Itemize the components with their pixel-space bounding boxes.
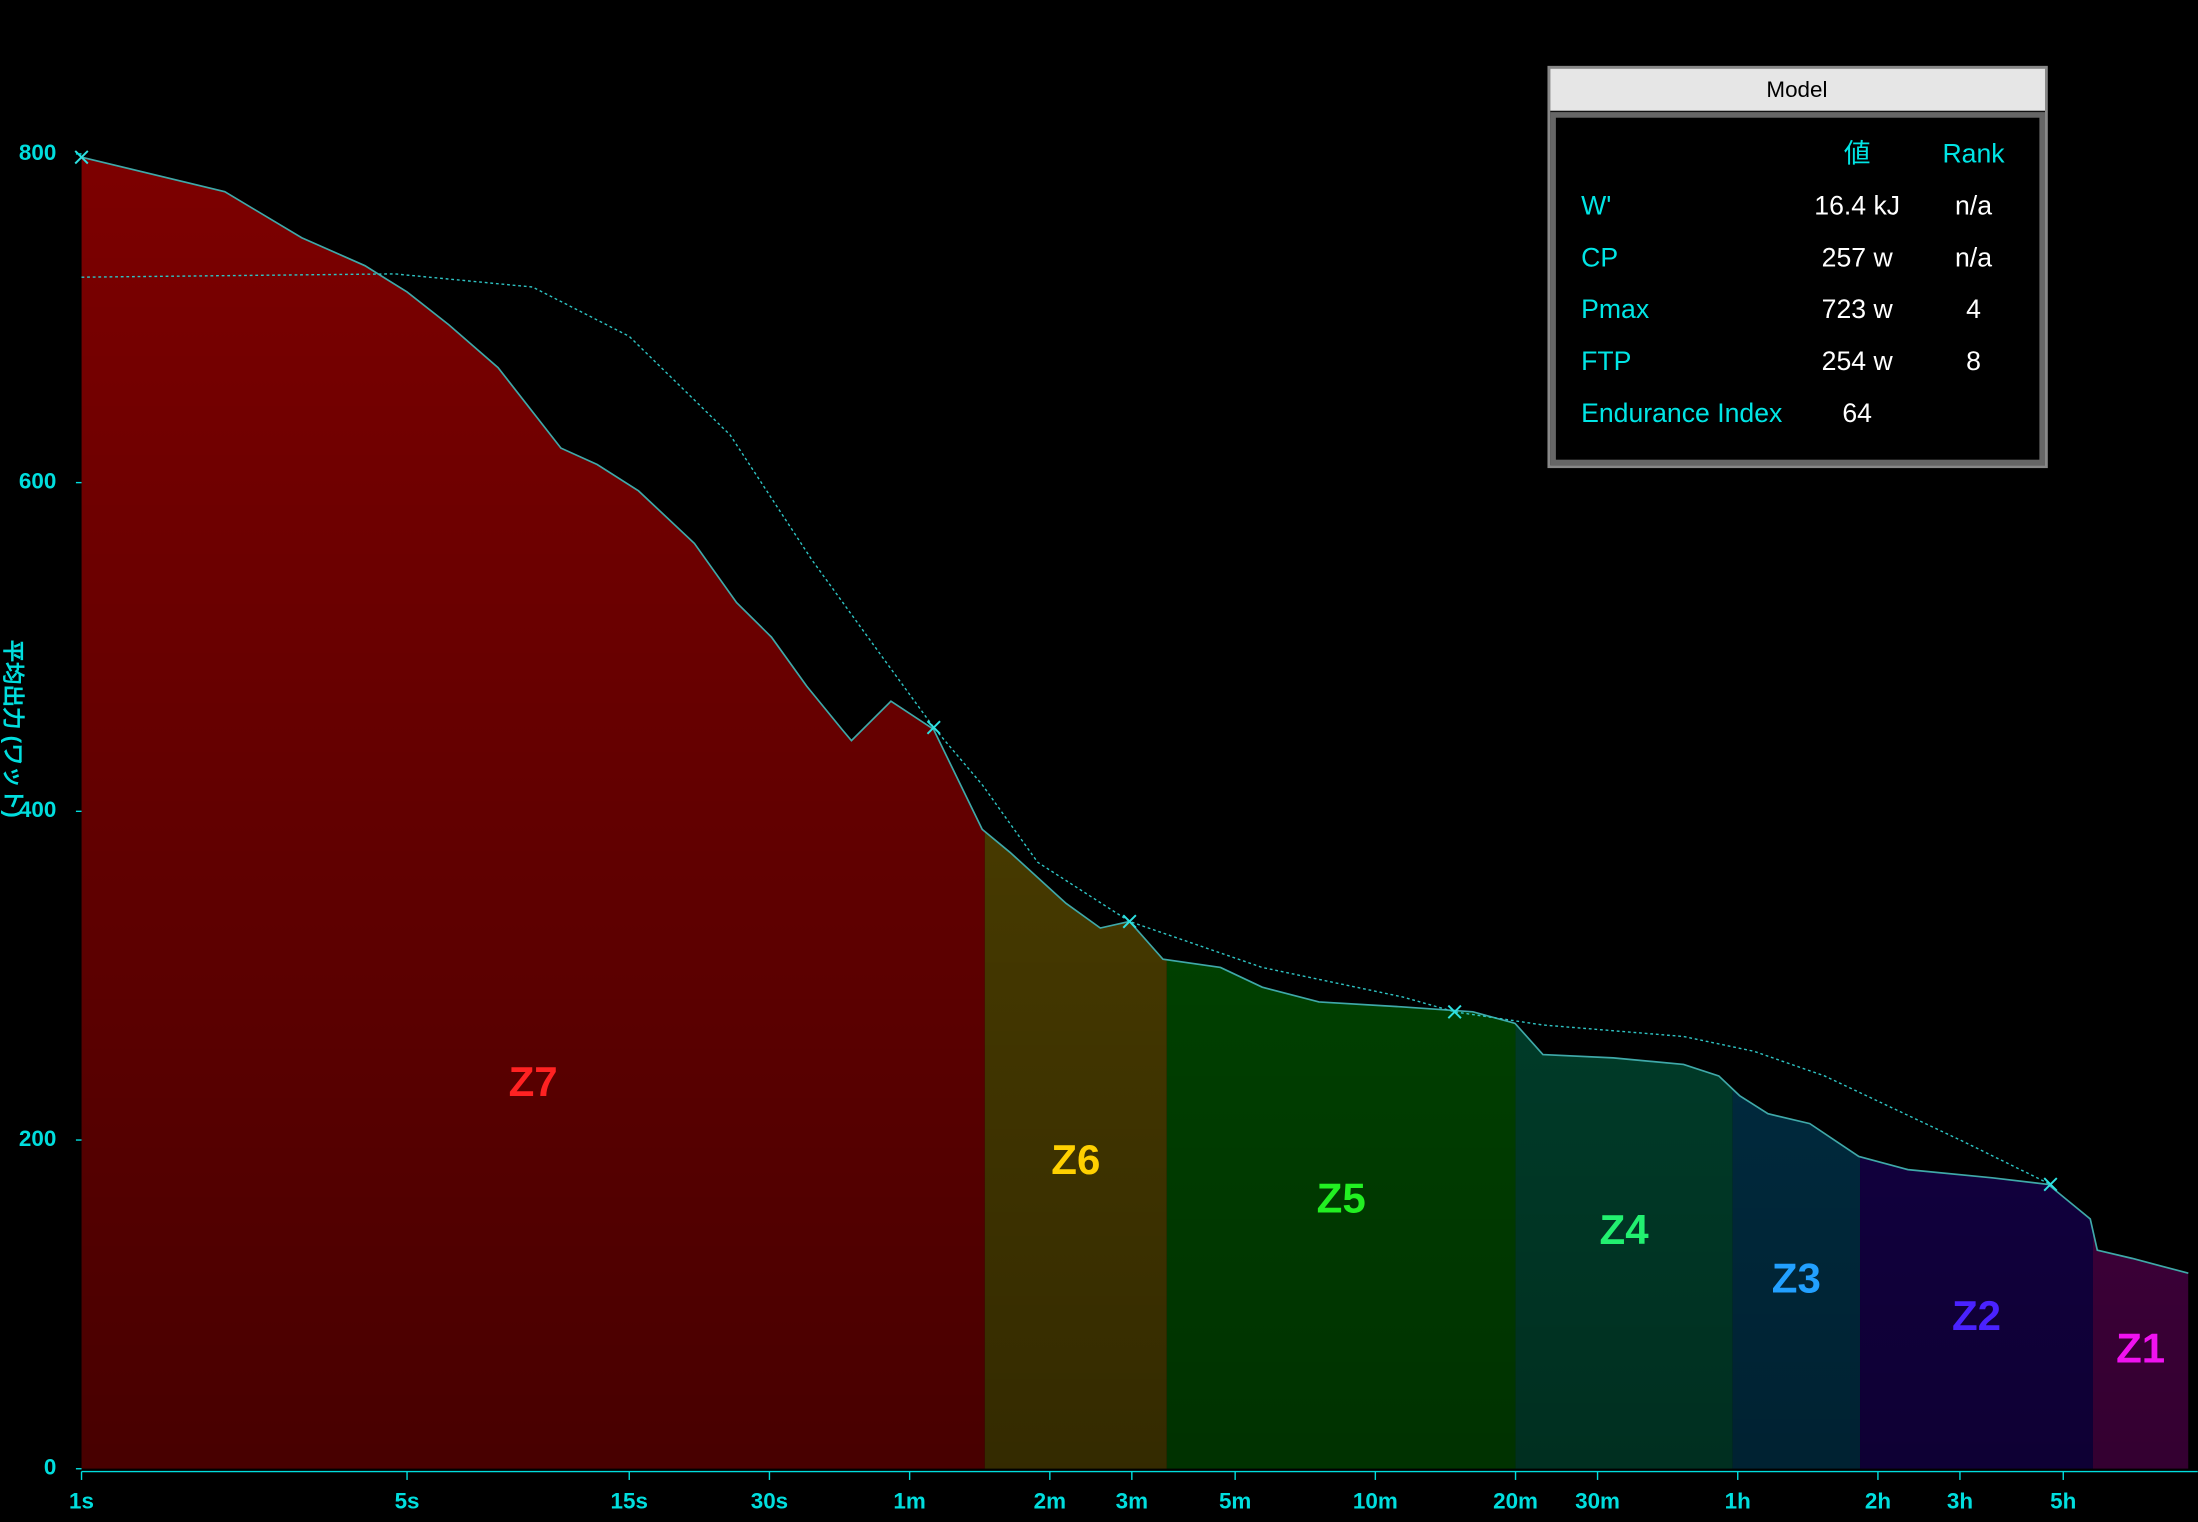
model-point — [1447, 1004, 1462, 1019]
x-tick-label: 3m — [1116, 1488, 1148, 1513]
table-title: Model — [1766, 77, 1827, 102]
row-label: CP — [1581, 242, 1618, 272]
row-value: 254 w — [1822, 346, 1894, 376]
x-tick-label: 1s — [69, 1488, 94, 1513]
x-tick-label: 10m — [1353, 1488, 1398, 1513]
model-point — [2043, 1177, 2058, 1192]
row-value: 16.4 kJ — [1814, 190, 1900, 220]
x-tick-label: 20m — [1493, 1488, 1538, 1513]
x-tick-label: 5m — [1219, 1488, 1251, 1513]
y-axis-title: 平均出力 (ワット) — [1, 640, 27, 818]
table-title-bar — [1550, 68, 2045, 111]
table-header: Rank — [1942, 139, 2005, 169]
zone-label: Z6 — [1051, 1136, 1100, 1183]
x-tick-label: 2h — [1865, 1488, 1891, 1513]
row-value: n/a — [1955, 190, 1992, 220]
table-rows: W' 16.4 kJ n/a CP 257 w n/a Pmax 723 w 4 FTP 254 w… — [1581, 190, 1992, 427]
model-point — [1122, 914, 1137, 929]
table-header: 値 — [1844, 139, 1871, 169]
x-tick-label: 3h — [1947, 1488, 1973, 1513]
row-value: 64 — [1842, 398, 1872, 428]
row-label: Endurance Index — [1581, 398, 1783, 428]
model-curve — [81, 273, 2051, 1186]
y-tick-label: 200 — [19, 1126, 56, 1151]
model-table: Model 値 Rank W' 16.4 kJ n/a CP 257 w n/a Pmax 7… — [1547, 65, 2048, 469]
x-tick-label: 15s — [611, 1488, 648, 1513]
model-point — [926, 720, 941, 735]
x-tick-label: 1m — [893, 1488, 925, 1513]
zone-label: Z1 — [2116, 1325, 2165, 1372]
row-value: 8 — [1966, 346, 1981, 376]
model-point — [74, 150, 89, 165]
zone-label: Z5 — [1317, 1175, 1366, 1222]
x-tick-label: 5s — [395, 1488, 420, 1513]
row-value: 257 w — [1822, 242, 1894, 272]
plot: Z7 Z6 Z5 Z4 Z3 Z2 Z1 1s 5s 15s 30s 1m 2m 3m 5m 10m 20m 30… — [19, 140, 2198, 1513]
row-value: 4 — [1966, 294, 1981, 324]
x-tick-label: 30s — [751, 1488, 788, 1513]
zone-label: Z3 — [1772, 1254, 1821, 1301]
y-tick-label: 400 — [19, 797, 56, 822]
zone-label: Z4 — [1600, 1206, 1650, 1253]
x-tick-label: 5h — [2050, 1488, 2076, 1513]
zone-label: Z7 — [509, 1058, 558, 1105]
row-label: Pmax — [1581, 294, 1650, 324]
y-tick-label: 0 — [44, 1455, 56, 1480]
x-tick-label: 1h — [1725, 1488, 1751, 1513]
row-label: FTP — [1581, 346, 1631, 376]
row-value: n/a — [1955, 242, 1992, 272]
x-tick-label: 2m — [1034, 1488, 1066, 1513]
y-tick-label: 600 — [19, 469, 56, 494]
row-value: 723 w — [1822, 294, 1894, 324]
x-tick-label: 30m — [1575, 1488, 1620, 1513]
zone-label: Z2 — [1952, 1292, 2001, 1339]
y-tick-label: 800 — [19, 140, 56, 165]
row-label: W' — [1581, 190, 1611, 220]
table-body — [1550, 112, 2045, 466]
